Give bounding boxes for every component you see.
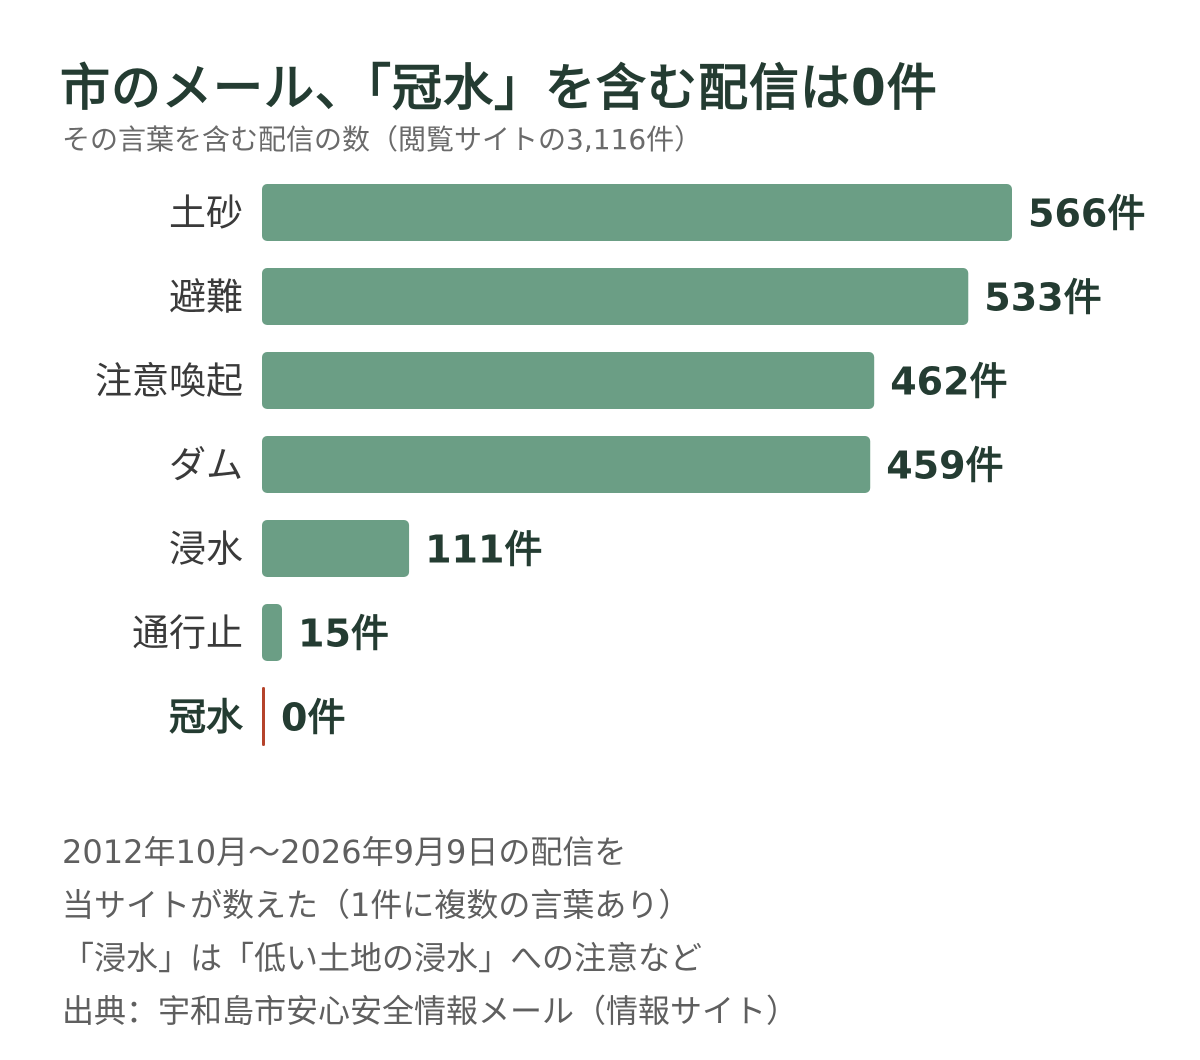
- category-label: 土砂: [169, 192, 243, 235]
- category-label: 注意喚起: [95, 360, 243, 403]
- chart-title: 市のメール、「冠水」を含む配信は0件: [60, 59, 938, 117]
- category-label: ダム: [169, 444, 243, 487]
- chart-notes: 2012年10月〜2026年9月9日の配信を 当サイトが数えた（1件に複数の言葉…: [62, 826, 798, 1038]
- bar: [262, 520, 410, 577]
- bar: [262, 436, 871, 493]
- note-line: 「浸水」は「低い土地の浸水」への注意など: [62, 939, 703, 977]
- note-line: 出典：宇和島市安心安全情報メール（情報サイト）: [62, 992, 799, 1030]
- bar: [262, 352, 875, 409]
- value-label: 462件: [890, 360, 1007, 404]
- value-label: 0件: [281, 696, 345, 740]
- category-label: 避難: [169, 276, 243, 319]
- bar: [262, 268, 969, 325]
- category-label: 浸水: [169, 528, 243, 571]
- value-label: 566件: [1028, 192, 1145, 236]
- category-label: 冠水: [169, 696, 244, 739]
- value-label: 459件: [886, 444, 1003, 488]
- note-line: 2012年10月〜2026年9月9日の配信を: [62, 833, 627, 871]
- note-line: 当サイトが数えた（1件に複数の言葉あり）: [62, 886, 691, 924]
- bar: [262, 687, 265, 746]
- value-label: 15件: [298, 612, 389, 656]
- bar: [262, 184, 1012, 241]
- category-label: 通行止: [132, 612, 243, 655]
- value-label: 533件: [984, 276, 1101, 320]
- chart-subtitle: その言葉を含む配信の数（閲覧サイトの3,116件）: [62, 123, 703, 156]
- value-label: 111件: [425, 528, 542, 572]
- bar: [262, 604, 282, 661]
